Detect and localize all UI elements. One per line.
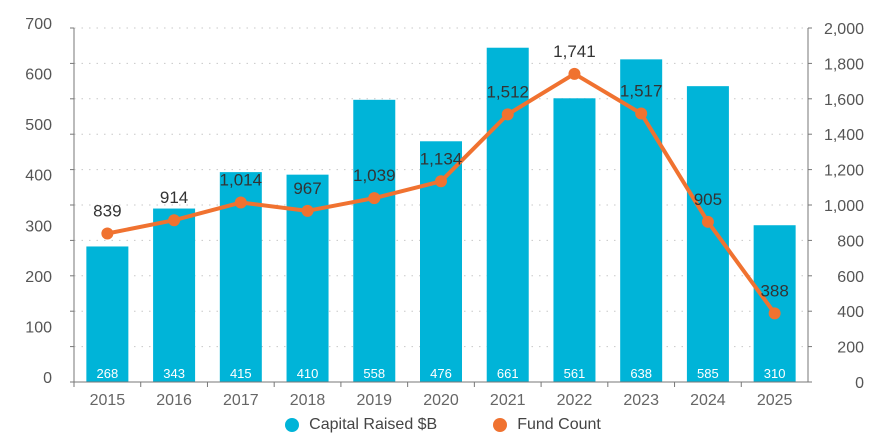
- bar-label: 585: [697, 366, 719, 381]
- right-tick-label: 0: [855, 375, 864, 392]
- right-tick-label: 1,400: [824, 127, 864, 144]
- line-label: 1,741: [553, 42, 596, 61]
- x-tick-label: 2022: [557, 392, 593, 409]
- right-tick-label: 600: [837, 269, 864, 286]
- line-label: 1,039: [353, 166, 396, 185]
- line-label: 967: [293, 179, 321, 198]
- x-tick-label: 2015: [90, 392, 126, 409]
- line-point: [568, 67, 581, 80]
- left-tick-label: 100: [25, 319, 52, 336]
- bar: [353, 99, 396, 382]
- bar: [86, 246, 129, 382]
- x-tick-label: 2021: [490, 392, 526, 409]
- line-label: 1,014: [220, 171, 263, 190]
- line-label: 1,134: [420, 149, 463, 168]
- bar-label: 343: [163, 366, 185, 381]
- bar-label: 410: [297, 366, 319, 381]
- bar: [553, 98, 596, 383]
- bar: [686, 86, 729, 383]
- bar: [486, 47, 529, 382]
- left-tick-label: 0: [43, 370, 52, 387]
- bar-label: 661: [497, 366, 519, 381]
- bar-label: 476: [430, 366, 452, 381]
- bar-label: 268: [97, 366, 119, 381]
- line-label: 388: [760, 281, 788, 300]
- left-tick-label: 700: [25, 16, 52, 33]
- line-point: [168, 214, 181, 227]
- line-label: 839: [93, 201, 121, 220]
- line-point: [301, 204, 314, 217]
- bar-label: 638: [630, 366, 652, 381]
- line-point: [234, 196, 247, 209]
- line-point: [368, 192, 381, 205]
- x-tick-label: 2017: [223, 392, 259, 409]
- line-point: [701, 215, 714, 228]
- right-tick-label: 400: [837, 304, 864, 321]
- left-tick-label: 200: [25, 269, 52, 286]
- right-tick-label: 2,000: [824, 21, 864, 38]
- x-tick-label: 2019: [356, 392, 392, 409]
- left-tick-label: 500: [25, 117, 52, 134]
- left-tick-label: 400: [25, 168, 52, 185]
- right-tick-label: 1,000: [824, 198, 864, 215]
- legend-dot-icon: [285, 418, 300, 432]
- line-point: [101, 227, 114, 240]
- x-tick-label: 2020: [423, 392, 459, 409]
- left-tick-label: 600: [25, 67, 52, 84]
- bar: [153, 208, 196, 382]
- line-point: [435, 175, 447, 188]
- right-tick-label: 200: [837, 340, 864, 357]
- right-tick-label: 1,200: [824, 163, 864, 180]
- x-tick-label: 2016: [156, 392, 192, 409]
- line-label: 1,512: [486, 82, 529, 101]
- legend-item-capital[interactable]: Capital Raised $B: [285, 416, 437, 434]
- bar-label: 561: [564, 366, 586, 381]
- line-label: 905: [694, 190, 722, 209]
- x-tick-label: 2024: [690, 392, 726, 409]
- bar-label: 310: [764, 366, 786, 381]
- line-point: [768, 307, 781, 320]
- line-point: [501, 108, 514, 121]
- bar: [753, 225, 796, 382]
- line-label: 1,517: [620, 81, 663, 100]
- line-point: [635, 107, 648, 120]
- x-tick-label: 2023: [623, 392, 659, 409]
- legend-label: Fund Count: [517, 416, 601, 433]
- bar-label: 558: [363, 366, 385, 381]
- x-tick-label: 2025: [757, 392, 793, 409]
- line-label: 914: [160, 188, 188, 207]
- right-tick-label: 800: [837, 233, 864, 250]
- right-tick-label: 1,800: [824, 56, 864, 73]
- combo-chart: 0 100 200 300 400 500 600 700 0 200 400 600 800 1,000…: [25, 16, 864, 409]
- x-tick-label: 2018: [290, 392, 326, 409]
- left-tick-label: 300: [25, 218, 52, 235]
- legend-item-fund-count[interactable]: Fund Count: [493, 416, 601, 434]
- legend-dot-icon: [493, 418, 508, 432]
- bar-label: 415: [230, 366, 252, 381]
- legend-label: Capital Raised $B: [309, 416, 438, 433]
- legend: Capital Raised $B Fund Count: [0, 416, 886, 434]
- right-tick-label: 1,600: [824, 92, 864, 109]
